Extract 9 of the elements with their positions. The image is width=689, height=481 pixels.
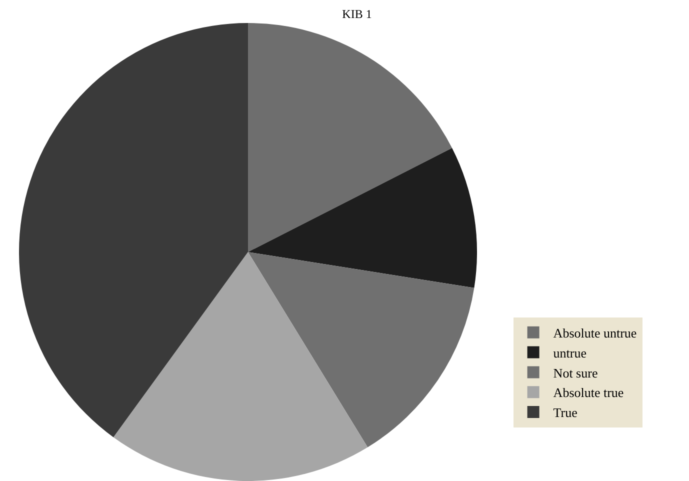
chart-title: KIB 1: [342, 7, 372, 22]
pie-slice: [113, 252, 368, 481]
pie-slice: [248, 148, 477, 288]
legend-label: Not sure: [553, 365, 598, 380]
pie-slice: [19, 23, 248, 438]
legend-label: True: [553, 405, 578, 420]
legend-label: untrue: [553, 345, 587, 360]
legend-label: Absolute true: [553, 385, 624, 400]
legend-label: Absolute untrue: [553, 325, 637, 340]
